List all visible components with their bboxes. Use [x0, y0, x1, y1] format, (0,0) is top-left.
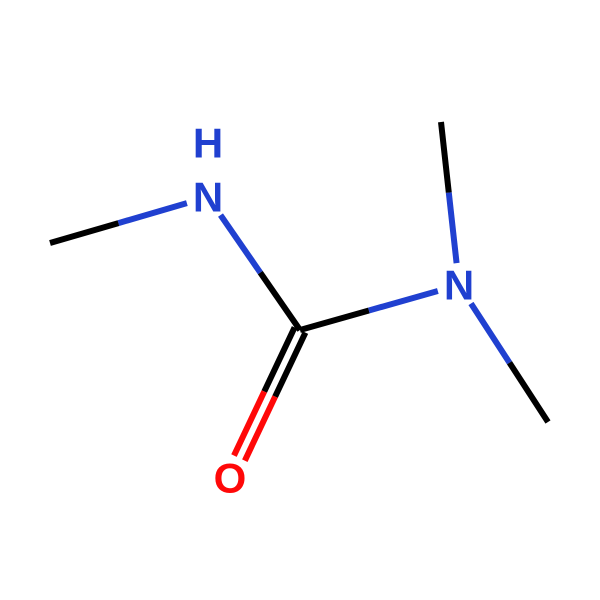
atom-label-o: O — [214, 455, 247, 502]
atom-label-h: H — [193, 120, 223, 167]
atom-label-n: N — [193, 174, 223, 221]
molecule-diagram: ONNH — [0, 0, 600, 600]
atom-label-n: N — [444, 262, 474, 309]
